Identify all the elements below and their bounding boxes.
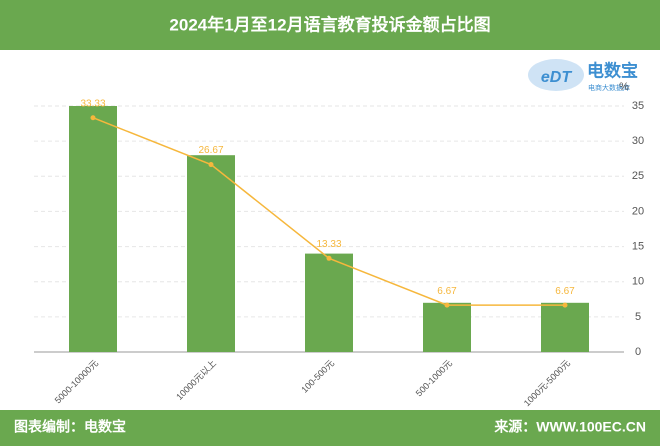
bar	[305, 253, 353, 352]
data-label: 33.33	[80, 98, 105, 109]
header-band	[0, 0, 660, 50]
y-tick-label: 5	[635, 311, 641, 323]
bar	[423, 302, 471, 352]
data-label: 13.33	[316, 239, 341, 250]
x-tick-label: 500-1000元	[414, 358, 454, 398]
x-tick-label: 1000元-5000元	[522, 358, 572, 408]
logo-tagline: 电商大数据库	[588, 83, 630, 92]
footer-left: 图表编制：电数宝	[14, 419, 126, 435]
y-tick-label: 0	[635, 346, 641, 358]
logo-name: 电数宝	[587, 60, 638, 80]
x-tick-label: 10000元以上	[174, 358, 218, 402]
y-tick-label: 20	[632, 205, 644, 217]
line-point	[562, 302, 568, 308]
x-tick-label: 100-500元	[299, 358, 336, 395]
data-label: 26.67	[198, 145, 223, 156]
y-tick-label: 30	[632, 135, 644, 147]
data-label: 6.67	[555, 286, 575, 297]
bar	[69, 106, 117, 352]
y-tick-label: 15	[632, 240, 644, 252]
footer-band	[0, 410, 660, 446]
y-tick-label: 25	[632, 170, 644, 182]
y-tick-label: 10	[632, 276, 644, 288]
y-tick-label: 35	[632, 100, 644, 112]
line-point	[326, 255, 332, 261]
logo-mark: eDT	[541, 69, 572, 86]
footer-right: 来源：WWW.100EC.CN	[493, 419, 646, 435]
line-point	[90, 115, 96, 121]
bar	[541, 302, 589, 352]
line-point	[444, 302, 450, 308]
logo-cloud	[528, 59, 584, 91]
bar	[187, 155, 235, 352]
line-point	[208, 162, 214, 168]
x-tick-label: 5000-10000元	[53, 358, 100, 405]
data-label: 6.67	[437, 286, 457, 297]
unit-label: %	[619, 81, 629, 93]
chart-title: 2024年1月至12月语言教育投诉金额占比图	[169, 14, 490, 34]
